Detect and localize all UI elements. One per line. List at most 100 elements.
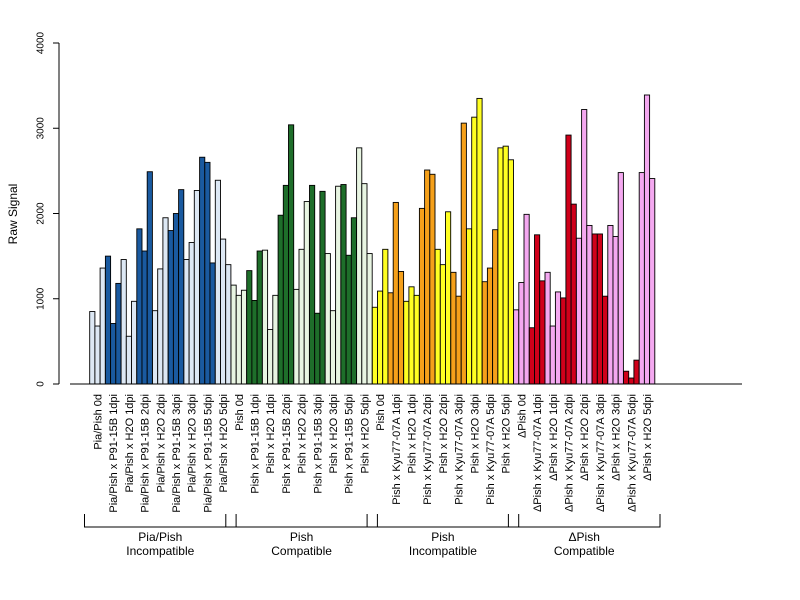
bar [167,230,174,385]
y-tick-label: 1000 [36,287,47,310]
bar [361,183,368,385]
bar [225,264,232,385]
group-bracket [225,514,378,528]
y-axis-label: Raw Signal [6,184,20,245]
bar [136,228,143,385]
bar [324,253,331,385]
category-label: Pish x H2O 1dpi [407,394,419,473]
category-label: Pish 0d [375,394,387,431]
y-tick-label: 0 [36,381,47,387]
category-label: ΔPish x Kyu77-07A 3dpi [595,394,607,512]
bar [560,297,567,385]
category-labels: Pia/Pish 0d Pia/Pish x P91-15B 1dpi Pia/Pi… [93,394,655,513]
category-label: Pish x P91-15B 5dpi [344,394,356,494]
bar [471,116,478,385]
category-label: Pish x Kyu77-07A 5dpi [485,394,497,505]
bar [523,213,530,385]
bar [131,300,138,385]
bar [162,217,169,385]
bar [607,224,614,385]
bar [382,248,389,385]
bar [319,190,326,385]
bar [638,172,645,385]
bar [455,295,462,385]
category-label: Pia/Pish x H2O 2dpi [155,394,167,492]
bar [152,310,159,385]
bar [272,294,279,385]
bar [340,184,347,385]
bar [303,201,310,385]
bar [575,237,583,385]
bar [554,291,562,385]
bar [188,242,195,385]
bar [460,122,467,385]
bar [544,271,551,385]
bar [288,124,295,385]
bar [94,325,101,385]
bar [356,147,363,385]
bar [439,264,446,385]
group-bracket [507,514,661,528]
category-label: Pish 0d [234,394,246,431]
bar [450,271,457,385]
category-label: Pish x H2O 3dpi [469,394,481,473]
group-sublabel: Incompatible [409,544,477,558]
bar [309,184,316,385]
category-label: ΔPish x H2O 3dpi [611,394,623,481]
category-label: Pia/Pish x P91-15B 3dpi [171,394,183,513]
bar [104,255,112,385]
category-label: ΔPish x Kyu77-07A 2dpi [564,394,576,512]
bar [591,233,598,385]
bar [617,172,624,385]
bar [434,248,441,385]
bar [110,323,117,385]
bar [183,259,190,385]
bar [513,309,520,385]
bar [366,253,373,385]
bars [89,94,656,385]
bar [570,203,577,385]
category-label: ΔPish x Kyu77-07A 5dpi [626,394,638,512]
bar [528,327,535,385]
bar [502,145,509,385]
category-label: Pish x Kyu77-07A 3dpi [454,394,466,505]
bar [387,292,394,385]
bar [214,179,221,385]
category-label: Pish x H2O 3dpi [328,394,340,473]
bar [565,134,572,385]
bar [481,281,488,385]
group-brackets: Pia/PishIncompatiblePishCompatiblePishIn… [84,514,661,558]
category-label: ΔPish x H2O 5dpi [642,394,654,481]
bar [193,190,200,385]
bar [397,271,405,385]
bar [445,211,452,385]
category-label: Pish x H2O 1dpi [265,394,277,473]
group-label: Pish [431,530,454,544]
category-label: ΔPish x H2O 1dpi [548,394,560,481]
y-axis: 0 1000 2000 3000 4000 [36,31,60,387]
bar [643,94,651,385]
bar [649,178,656,385]
bar [172,213,180,385]
category-label: Pia/Pish x H2O 5dpi [218,394,230,492]
bar [377,290,384,385]
category-label: Pia/Pish x P91-15B 2dpi [140,394,152,513]
bar [261,249,269,385]
y-tick-label: 2000 [36,202,47,225]
bar [371,306,378,385]
bar [476,97,483,385]
bar [466,228,473,385]
category-label: Pia/Pish x H2O 3dpi [187,394,199,492]
bar [335,185,342,385]
bar [314,312,321,385]
bar [497,147,504,385]
group-bracket [84,514,237,528]
bar [413,294,420,385]
category-label: ΔPish x H2O 2dpi [579,394,591,481]
bar [267,328,274,385]
bar [429,173,436,385]
bar [220,238,227,385]
bar [246,270,253,385]
